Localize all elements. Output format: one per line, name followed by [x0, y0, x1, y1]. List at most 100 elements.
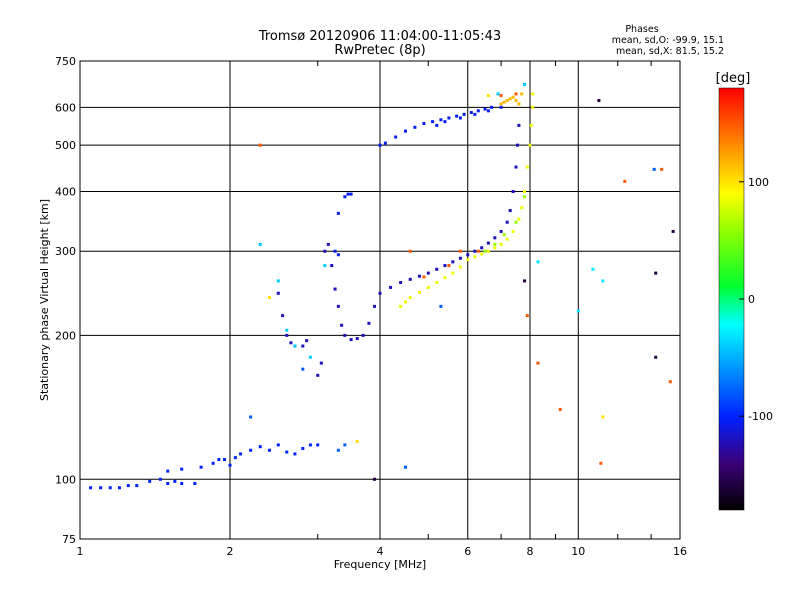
colorbar-tick-label: 100	[748, 176, 769, 189]
data-point	[505, 99, 509, 103]
data-point	[458, 116, 462, 120]
data-point	[520, 92, 524, 96]
data-point	[422, 275, 426, 279]
y-tick-label: 500	[55, 139, 76, 152]
data-point	[343, 333, 347, 337]
data-point	[239, 452, 243, 456]
data-point	[355, 337, 359, 341]
x-tick-label: 6	[464, 545, 471, 558]
x-tick-label: 2	[227, 545, 234, 558]
data-point	[508, 209, 512, 213]
data-point	[308, 355, 312, 359]
data-point	[480, 246, 484, 250]
data-point	[301, 446, 305, 450]
data-point	[517, 123, 521, 127]
data-point	[668, 380, 672, 384]
y-tick-label: 200	[55, 329, 76, 342]
data-point	[486, 241, 490, 245]
data-point	[383, 141, 387, 145]
y-axis-label: Stationary phase Virtual Height [km]	[38, 199, 51, 401]
data-point	[531, 105, 535, 109]
data-point	[476, 249, 480, 253]
data-point	[623, 179, 627, 183]
data-point	[455, 114, 459, 118]
data-point	[180, 481, 184, 485]
data-point	[378, 291, 382, 295]
data-point	[525, 165, 529, 169]
y-tick-label: 75	[62, 533, 76, 546]
data-point	[408, 277, 412, 281]
data-point	[652, 167, 656, 171]
data-point	[486, 94, 490, 98]
data-point	[281, 314, 285, 318]
x-tick-label: 1	[77, 545, 84, 558]
data-point	[108, 486, 112, 490]
data-point	[258, 445, 262, 449]
data-point	[536, 361, 540, 365]
data-point	[373, 477, 377, 481]
data-point	[349, 338, 353, 342]
data-point	[346, 192, 350, 196]
data-point	[89, 486, 93, 490]
data-point	[523, 279, 527, 283]
data-point	[536, 260, 540, 264]
data-point	[135, 484, 139, 488]
data-point	[447, 264, 451, 268]
data-point	[486, 249, 490, 253]
data-point	[417, 274, 421, 278]
data-point	[223, 457, 227, 461]
data-point	[355, 439, 359, 443]
data-point	[413, 125, 417, 129]
data-point	[316, 373, 320, 377]
data-point	[199, 465, 203, 469]
data-point	[517, 217, 521, 221]
data-point	[528, 143, 532, 147]
data-point	[493, 236, 497, 240]
data-point	[403, 465, 407, 469]
data-point	[399, 304, 403, 308]
y-tick-label: 600	[55, 101, 76, 114]
colorbar-ticks: -100 0 100	[739, 176, 773, 423]
data-point	[316, 443, 320, 447]
data-point	[333, 287, 337, 291]
data-point	[308, 443, 312, 447]
data-point	[443, 264, 447, 268]
data-point	[476, 109, 480, 113]
data-point	[490, 105, 494, 109]
data-point	[502, 100, 506, 104]
data-point	[514, 99, 518, 103]
data-point	[343, 443, 347, 447]
data-point	[422, 122, 426, 126]
data-point	[493, 242, 497, 246]
data-point	[117, 486, 121, 490]
data-point	[493, 246, 497, 250]
data-point	[458, 265, 462, 269]
data-point	[529, 123, 533, 127]
data-point	[523, 82, 527, 86]
data-point	[499, 229, 503, 233]
data-point	[373, 304, 377, 308]
data-point	[166, 469, 170, 473]
data-point	[505, 237, 509, 241]
data-point	[599, 461, 603, 465]
data-point	[515, 143, 519, 147]
data-point	[267, 448, 271, 452]
chart-title: Tromsø 20120906 11:04:00-11:05:43	[258, 29, 501, 44]
data-point	[249, 415, 253, 419]
data-point	[462, 112, 466, 116]
phase-stats-o: mean, sd,O: -99.9, 15.1	[612, 35, 724, 46]
data-point	[511, 189, 515, 193]
data-point	[435, 123, 439, 127]
data-point	[597, 99, 601, 103]
data-point	[333, 249, 337, 253]
x-axis-label: Frequency [MHz]	[334, 558, 426, 571]
data-point	[211, 461, 215, 465]
data-point	[469, 111, 473, 115]
y-tick-label: 400	[55, 185, 76, 198]
data-point	[499, 102, 503, 106]
data-point	[660, 167, 664, 171]
data-point	[435, 267, 439, 271]
x-tick-label: 10	[571, 545, 585, 558]
data-point	[276, 443, 280, 447]
data-point	[473, 249, 477, 253]
